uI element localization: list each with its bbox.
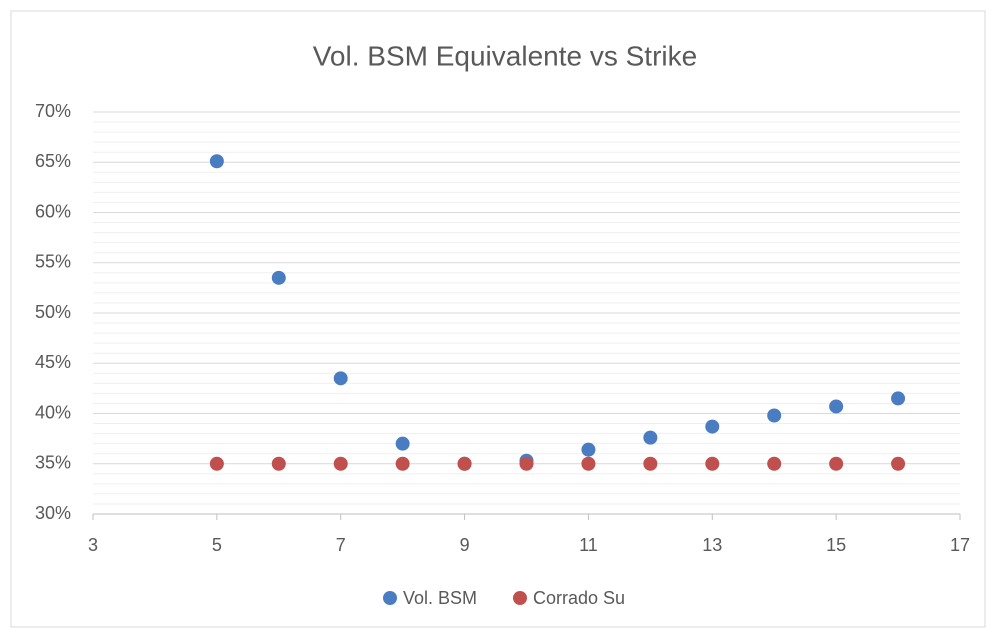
point (271, 270, 286, 285)
y-tick-label: 35% (35, 453, 71, 473)
point (395, 456, 410, 471)
x-tick-label: 9 (460, 535, 470, 555)
y-tick-label: 50% (35, 302, 71, 322)
point (767, 408, 782, 423)
point (705, 456, 720, 471)
x-tick-label: 5 (212, 535, 222, 555)
point (395, 436, 410, 451)
point (891, 456, 906, 471)
chart-title: Vol. BSM Equivalente vs Strike (313, 40, 697, 71)
x-tick-label: 15 (826, 535, 846, 555)
point (767, 456, 782, 471)
point (581, 456, 596, 471)
x-tick-label: 11 (579, 535, 598, 555)
legend-marker (513, 591, 527, 605)
y-tick-label: 60% (35, 201, 71, 221)
y-tick-label: 40% (35, 402, 71, 422)
legend-marker (383, 591, 397, 605)
y-tick-label: 70% (35, 101, 71, 121)
point (457, 456, 472, 471)
point (209, 154, 224, 169)
x-tick-label: 7 (336, 535, 346, 555)
point (333, 371, 348, 386)
y-tick-label: 65% (35, 151, 71, 171)
point (333, 456, 348, 471)
point (519, 456, 534, 471)
point (271, 456, 286, 471)
point (705, 419, 720, 434)
point (829, 399, 844, 414)
point (581, 442, 596, 457)
legend-label: Corrado Su (533, 588, 625, 608)
x-tick-label: 3 (88, 535, 98, 555)
x-tick-label: 17 (950, 535, 970, 555)
y-tick-label: 30% (35, 503, 71, 523)
point (829, 456, 844, 471)
point (643, 430, 658, 445)
point (643, 456, 658, 471)
point (209, 456, 224, 471)
chart-border (10, 10, 986, 628)
y-tick-label: 55% (35, 252, 71, 272)
legend-label: Vol. BSM (403, 588, 477, 608)
point (891, 391, 906, 406)
y-tick-label: 45% (35, 352, 71, 372)
x-tick-label: 13 (702, 535, 722, 555)
